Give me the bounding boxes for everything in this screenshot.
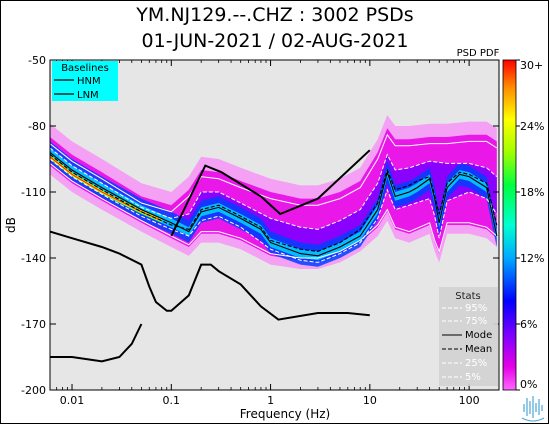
y-tick-label: -110 — [21, 186, 46, 199]
colorbar-tick-label: 6% — [520, 318, 537, 331]
y-tick-label: -170 — [21, 318, 46, 331]
stats-legend: Stats 95% 75% Mode Mean 25% 5% — [439, 287, 498, 386]
series-mean-0 — [50, 154, 498, 252]
x-tick-label: 100 — [459, 394, 480, 407]
chart-subtitle: 01-JUN-2021 / 02-AUG-2021 — [141, 30, 409, 52]
x-tick-label: 1 — [267, 394, 274, 407]
series-95pct-0 — [50, 133, 498, 213]
legend-lnm: LNM — [77, 90, 99, 101]
series-hnm-0 — [170, 149, 371, 237]
x-tick-label: 0.01 — [60, 394, 85, 407]
y-axis-label: dB — [4, 217, 18, 233]
series-25pct-0 — [50, 158, 498, 263]
plot-border — [49, 59, 500, 391]
colorbar-title: PSD PDF — [457, 48, 500, 59]
curves — [50, 133, 498, 363]
series-lnm-0 — [50, 230, 370, 321]
y-tick-label: -140 — [21, 252, 46, 265]
colorbar-ticks: 30+ 24% 18% 12% 6% 0% — [516, 59, 544, 391]
x-tick-label: 0.1 — [163, 394, 181, 407]
baselines-legend: Baselines HNM LNM — [52, 61, 118, 101]
colorbar-tick-label: 24% — [520, 120, 544, 133]
stats-legend-title: Stats — [455, 291, 481, 302]
y-tick-label: -50 — [28, 54, 46, 67]
legend-25: 25% — [465, 358, 487, 369]
colorbar-tick-label: 30+ — [520, 59, 543, 72]
y-tick-label: -80 — [28, 120, 46, 133]
chart-title: YM.NJ129.--.CHZ : 3002 PSDs — [136, 4, 414, 26]
x-tick-label: 10 — [363, 394, 377, 407]
legend-mean: Mean — [465, 344, 492, 355]
waveform-logo-icon — [521, 396, 545, 422]
legend-95: 95% — [465, 303, 487, 314]
series-75pct-0 — [50, 147, 498, 230]
colorbar-tick-label: 12% — [520, 252, 544, 265]
pdf-peak — [50, 148, 497, 261]
pdf-core — [50, 141, 497, 267]
series-lnm-1 — [50, 323, 143, 363]
colorbar-tick-label: 18% — [520, 186, 544, 199]
legend-mode: Mode — [465, 330, 492, 341]
legend-hnm: HNM — [77, 76, 101, 87]
y-tick-label: -200 — [21, 384, 46, 397]
legend-5: 5% — [465, 372, 481, 383]
legend-75: 75% — [465, 316, 487, 327]
axes: 0.01 0.1 1 10 100 -50 -80 -110 -140 -170 -200 — [21, 54, 500, 407]
x-axis-label: Frequency (Hz) — [240, 407, 331, 421]
baselines-legend-title: Baselines — [61, 63, 109, 74]
series-mode-0 — [50, 151, 498, 257]
colorbar-tick-label: 0% — [520, 378, 537, 391]
colorbar — [502, 59, 517, 391]
